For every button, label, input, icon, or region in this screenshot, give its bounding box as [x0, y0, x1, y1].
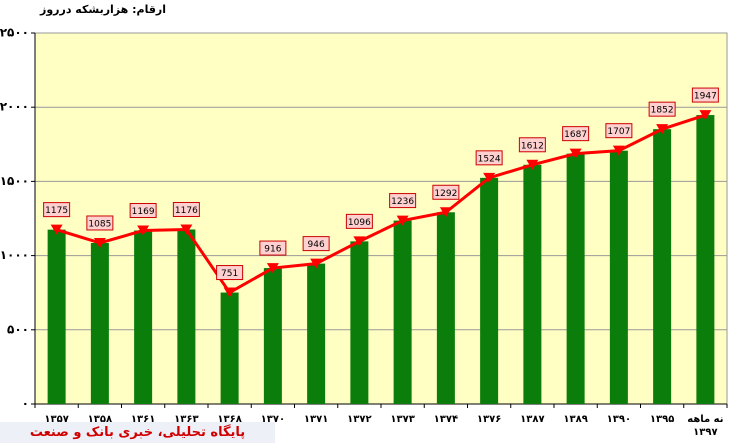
source-watermark: پایگاه تحلیلی، خبری بانک و صنعت: [0, 422, 275, 443]
data-label: 1236: [391, 197, 414, 207]
line-marker: [223, 287, 236, 298]
line-marker: [656, 124, 669, 135]
data-label: 1524: [478, 154, 501, 164]
bar: [263, 268, 282, 404]
x-tick-label: ۱۳۵۸: [87, 414, 113, 425]
bar: [307, 263, 326, 404]
data-label-box: [648, 101, 676, 117]
chart-title: ارقام: هزاربشکه درروز: [40, 3, 167, 16]
line-marker: [526, 159, 539, 170]
x-tick-label: ۱۳۷۶: [476, 414, 502, 425]
line-marker: [612, 145, 625, 156]
data-label: 1176: [175, 206, 198, 216]
data-label-box: [475, 150, 503, 166]
line-marker: [353, 236, 366, 247]
x-tick-label: ۱۳۶۸: [217, 414, 242, 425]
data-label-box: [43, 202, 71, 218]
bar: [523, 164, 542, 404]
bar: [436, 212, 455, 404]
line-marker: [483, 172, 496, 183]
data-label-box: [216, 265, 244, 281]
line-marker: [439, 207, 452, 218]
x-tick-label: ۱۳۷۴: [433, 414, 459, 425]
bar: [696, 115, 715, 405]
data-label: 1707: [607, 127, 630, 137]
data-label-box: [259, 240, 287, 256]
bar: [177, 229, 196, 404]
data-label-box: [302, 236, 330, 252]
data-label-box: [432, 184, 460, 200]
bar: [653, 129, 672, 404]
bar: [134, 230, 153, 404]
line-marker: [50, 224, 63, 235]
x-tick-label: ۱۳۶۱: [130, 414, 156, 425]
data-label: 1947: [694, 92, 717, 102]
data-label: 1687: [564, 130, 587, 140]
x-tick-label: ۱۳۶۳: [174, 414, 199, 425]
data-label-box: [562, 126, 590, 142]
x-tick-label: ۱۳۷۳: [390, 414, 415, 425]
line-marker: [137, 225, 150, 236]
x-tick-label: ۱۳۷۱: [303, 414, 329, 425]
line-marker: [396, 215, 409, 226]
data-label-box: [691, 87, 719, 103]
line-marker: [569, 148, 582, 159]
data-label: 946: [308, 240, 325, 250]
line-marker: [93, 237, 106, 248]
x-tick-label: ۱۳۸۹: [563, 414, 588, 425]
data-label-box: [518, 137, 546, 153]
y-tick-label: ۵۰۰: [7, 322, 29, 336]
bar: [480, 177, 499, 404]
x-tick-label: ۱۳۸۷: [520, 414, 545, 425]
bar: [350, 241, 369, 404]
x-tick-label: ۱۳۷۲: [347, 414, 372, 425]
data-label: 1085: [88, 219, 111, 229]
x-tick-label: ۱۳۹۵: [649, 414, 675, 425]
data-label: 1612: [521, 141, 544, 151]
x-tick-label: نه ماهه ۱۳۹۷: [687, 414, 724, 438]
line-marker: [699, 110, 712, 121]
line-marker: [310, 258, 323, 269]
data-label-box: [86, 215, 114, 231]
bar: [47, 229, 66, 404]
data-label: 916: [264, 245, 281, 255]
data-label-box: [605, 123, 633, 139]
data-label: 1175: [45, 206, 68, 216]
y-tick-label: ۱۵۰۰: [0, 174, 29, 188]
line-marker: [180, 224, 193, 235]
data-label: 1096: [348, 218, 371, 228]
bar: [566, 153, 585, 404]
data-label-box: [345, 213, 373, 229]
data-label: 1169: [132, 207, 155, 217]
x-tick-label: ۱۳۵۷: [44, 414, 69, 425]
data-label: 751: [221, 269, 238, 279]
x-tick-label: ۱۳۹۰: [606, 414, 632, 425]
y-tick-label: ۲۰۰۰: [0, 100, 29, 114]
bar: [220, 292, 239, 404]
line-marker: [266, 263, 279, 274]
data-label-box: [389, 193, 417, 209]
data-label-box: [172, 201, 200, 217]
bar: [90, 242, 109, 404]
y-tick-label: ۰: [22, 397, 29, 411]
data-label-box: [129, 203, 157, 219]
bar: [393, 220, 412, 404]
line: [56, 113, 706, 295]
x-tick-label: ۱۳۷۰: [260, 414, 286, 425]
y-tick-label: ۲۵۰۰: [0, 26, 29, 40]
y-tick-label: ۱۰۰۰: [0, 248, 29, 262]
data-label: 1852: [651, 106, 674, 116]
data-label: 1292: [434, 189, 457, 199]
bar: [609, 150, 628, 404]
